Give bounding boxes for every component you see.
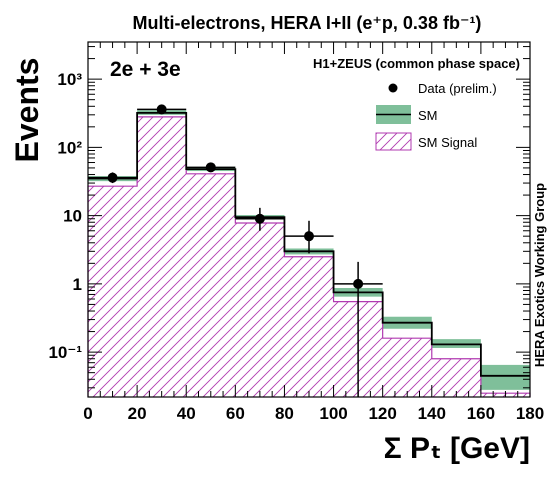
x-tick-label: 40: [177, 404, 196, 423]
x-tick-label: 120: [368, 404, 396, 423]
y-tick-label: 10⁻¹: [48, 343, 82, 362]
data-point: [205, 162, 216, 173]
data-point: [304, 231, 314, 242]
signal-bar: [382, 338, 432, 397]
legend-signal-swatch: [375, 132, 412, 151]
x-tick-label: 160: [467, 404, 495, 423]
signal-outline: [87, 116, 531, 397]
side-label: HERA Exotics Working Group: [532, 183, 547, 367]
x-tick-label: 0: [83, 404, 92, 423]
sm-band-bin: [480, 364, 530, 390]
y-tick-label: 10: [63, 207, 82, 226]
x-tick-label: 180: [516, 404, 544, 423]
x-tick-label: 80: [275, 404, 294, 423]
x-axis: 0 20 40 60 80 100 120 140 160 180: [83, 42, 544, 423]
signal-bar: [88, 186, 138, 397]
channel-label: 2e + 3e: [110, 58, 181, 81]
x-tick-label: 100: [319, 404, 347, 423]
legend-data-label: Data (prelim.): [418, 81, 497, 96]
data-point: [107, 172, 118, 183]
y-tick-label: 10²: [57, 138, 82, 157]
legend-data-marker: [388, 83, 398, 93]
y-tick-label: 1: [73, 275, 82, 294]
signal-bar: [137, 116, 187, 398]
data-point: [353, 278, 364, 289]
sm-signal-histogram: [87, 116, 531, 398]
legend-signal-label: SM Signal: [418, 135, 477, 150]
collaboration-label: H1+ZEUS (common phase space): [313, 56, 520, 71]
legend: Data (prelim.) SM SM Signal: [375, 81, 497, 151]
data-point: [156, 104, 167, 115]
data-points: [88, 104, 383, 397]
x-tick-label: 60: [226, 404, 245, 423]
legend-sm-label: SM: [418, 108, 438, 123]
signal-bar: [235, 222, 285, 397]
y-tick-label: 10³: [57, 70, 82, 89]
y-axis: 10⁻¹ 1 10 10² 10³: [48, 46, 530, 389]
x-tick-label: 140: [418, 404, 446, 423]
y-axis-label: Events: [9, 58, 45, 163]
x-tick-label: 20: [128, 404, 147, 423]
signal-bar: [431, 358, 481, 397]
data-point: [254, 213, 265, 224]
chart-title: Multi-electrons, HERA I+II (e⁺p, 0.38 fb…: [133, 13, 482, 33]
x-axis-label: Σ Pₜ [GeV]: [384, 432, 530, 465]
signal-bar: [186, 173, 236, 397]
signal-bar: [284, 256, 334, 397]
